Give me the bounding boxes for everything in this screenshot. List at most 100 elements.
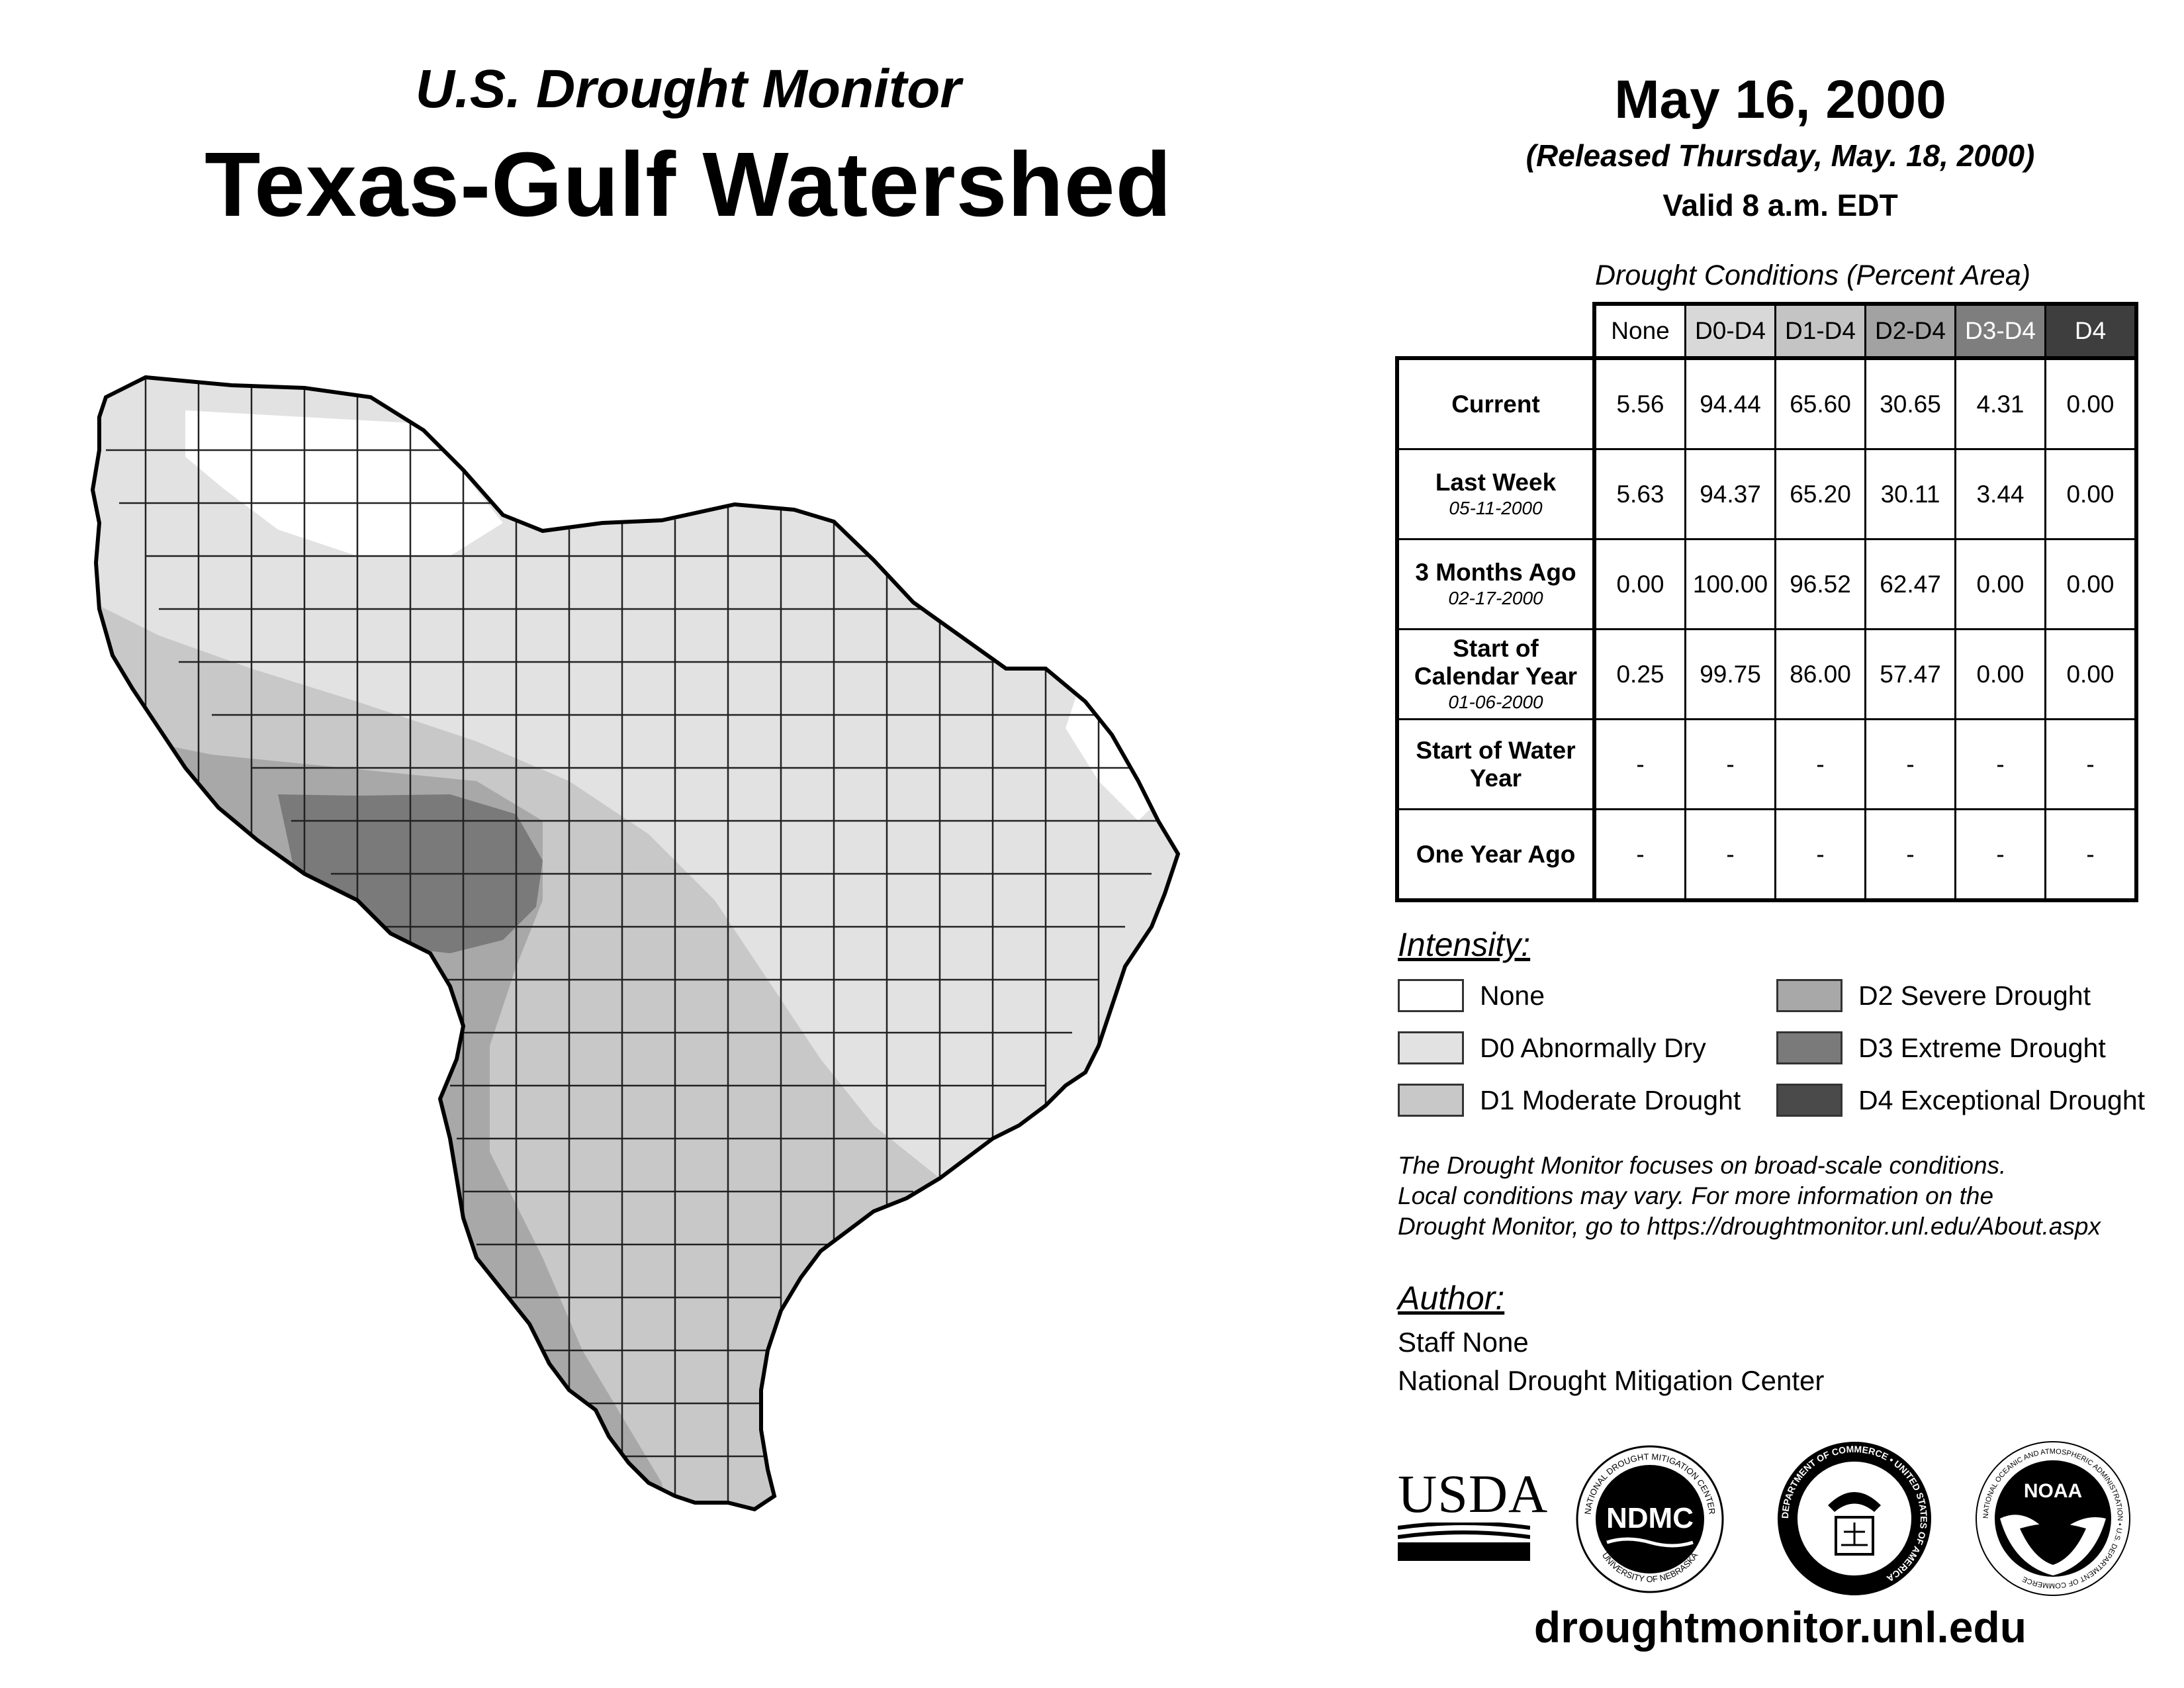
table-cell: 65.60 bbox=[1774, 357, 1866, 450]
table-corner bbox=[1397, 304, 1594, 360]
release-date: (Released Thursday, May. 18, 2000) bbox=[1525, 138, 2035, 173]
legend-label: D3 Extreme Drought bbox=[1858, 1032, 2106, 1063]
table-cell: 99.75 bbox=[1684, 628, 1776, 720]
row-date: 02-17-2000 bbox=[1448, 587, 1543, 608]
row-label: Start of Water Year bbox=[1395, 718, 1596, 810]
table-cell: 30.65 bbox=[1864, 357, 1956, 450]
table-cell: 30.11 bbox=[1864, 448, 1956, 540]
table-cell: 94.37 bbox=[1684, 448, 1776, 540]
usda-field-icon bbox=[1398, 1523, 1530, 1561]
row-label-text: One Year Ago bbox=[1416, 840, 1576, 868]
note-line: The Drought Monitor focuses on broad-sca… bbox=[1398, 1152, 2007, 1179]
legend-label: D1 Moderate Drought bbox=[1480, 1084, 1741, 1115]
table-cell: 5.63 bbox=[1593, 448, 1686, 540]
col-none: None bbox=[1592, 302, 1686, 360]
legend-swatch bbox=[1398, 1084, 1464, 1117]
table-row: Start of Calendar Year 01-06-2000 0.25 99… bbox=[1395, 628, 2138, 720]
row-label: Last Week 05-11-2000 bbox=[1395, 448, 1596, 540]
row-label: Start of Calendar Year 01-06-2000 bbox=[1395, 628, 1596, 720]
row-label-text: Last Week bbox=[1435, 468, 1557, 496]
table-cell: 100.00 bbox=[1684, 538, 1776, 630]
table-cell: - bbox=[1864, 808, 1956, 902]
legend-item-d1: D1 Moderate Drought bbox=[1398, 1082, 1741, 1119]
table-cell: 0.00 bbox=[1593, 538, 1686, 630]
drought-map bbox=[79, 357, 1310, 1569]
map-title: Texas-Gulf Watershed bbox=[205, 134, 1172, 236]
table-row: Last Week 05-11-2000 5.63 94.37 65.20 30.… bbox=[1395, 448, 2138, 540]
table-caption: Drought Conditions (Percent Area) bbox=[1595, 259, 2031, 291]
legend-swatch bbox=[1776, 1084, 1843, 1117]
disclaimer-note: The Drought Monitor focuses on broad-sca… bbox=[1398, 1150, 2179, 1242]
table-cell: 0.00 bbox=[1954, 628, 2046, 720]
table-cell: - bbox=[1593, 718, 1686, 810]
legend-swatch bbox=[1398, 1031, 1464, 1064]
table-cell: 96.52 bbox=[1774, 538, 1866, 630]
table-header-row: None D0-D4 D1-D4 D2-D4 D3-D4 D4 bbox=[1397, 302, 2138, 360]
legend-item-d4: D4 Exceptional Drought bbox=[1776, 1082, 2145, 1119]
author-name: Staff None bbox=[1398, 1327, 1529, 1358]
table-cell: - bbox=[1684, 808, 1776, 902]
row-label-text: Start of Calendar Year bbox=[1414, 634, 1578, 690]
table-cell: - bbox=[1864, 718, 1956, 810]
row-date: 05-11-2000 bbox=[1449, 497, 1543, 518]
usda-logo: USDA bbox=[1398, 1464, 1549, 1524]
table-cell: 62.47 bbox=[1864, 538, 1956, 630]
table-cell: 0.00 bbox=[2044, 448, 2138, 540]
table-cell: - bbox=[2044, 718, 2138, 810]
legend-label: D2 Severe Drought bbox=[1858, 980, 2091, 1011]
note-line: Drought Monitor, go to https://droughtmo… bbox=[1398, 1213, 2101, 1240]
table-cell: - bbox=[1684, 718, 1776, 810]
legend-swatch bbox=[1776, 1031, 1843, 1064]
note-line: Local conditions may vary. For more info… bbox=[1398, 1182, 1994, 1209]
legend-label: None bbox=[1480, 980, 1545, 1011]
table-cell: - bbox=[2044, 808, 2138, 902]
row-label: One Year Ago bbox=[1395, 808, 1596, 902]
table-cell: - bbox=[1774, 808, 1866, 902]
table-cell: 0.00 bbox=[2044, 357, 2138, 450]
table-cell: 57.47 bbox=[1864, 628, 1956, 720]
table-cell: 5.56 bbox=[1593, 357, 1686, 450]
drought-conditions-table: None D0-D4 D1-D4 D2-D4 D3-D4 D4 Current … bbox=[1395, 302, 2138, 902]
col-d2-d4: D2-D4 bbox=[1864, 302, 1956, 360]
table-cell: 65.20 bbox=[1774, 448, 1866, 540]
row-label-text: Start of Water Year bbox=[1416, 736, 1576, 792]
table-row: One Year Ago - - - - - - bbox=[1395, 808, 2138, 902]
table-row: Start of Water Year - - - - - - bbox=[1395, 718, 2138, 810]
ndmc-label: NDMC bbox=[1606, 1502, 1694, 1534]
table-cell: 0.00 bbox=[1954, 538, 2046, 630]
map-date: May 16, 2000 bbox=[1614, 70, 1946, 130]
row-label: 3 Months Ago 02-17-2000 bbox=[1395, 538, 1596, 630]
legend-title: Intensity: bbox=[1398, 926, 1531, 963]
col-d3-d4: D3-D4 bbox=[1954, 302, 2046, 360]
table-cell: 4.31 bbox=[1954, 357, 2046, 450]
valid-time: Valid 8 a.m. EDT bbox=[1662, 188, 1898, 222]
table-cell: - bbox=[1954, 808, 2046, 902]
col-d1-d4: D1-D4 bbox=[1774, 302, 1866, 360]
row-label-text: Current bbox=[1451, 390, 1540, 418]
table-cell: 94.44 bbox=[1684, 357, 1776, 450]
table-cell: - bbox=[1954, 718, 2046, 810]
legend-swatch bbox=[1398, 979, 1464, 1012]
legend-item-d0: D0 Abnormally Dry bbox=[1398, 1029, 1706, 1066]
col-d4: D4 bbox=[2044, 302, 2138, 360]
author-title: Author: bbox=[1398, 1280, 1505, 1317]
table-cell: 0.00 bbox=[2044, 538, 2138, 630]
table-cell: 86.00 bbox=[1774, 628, 1866, 720]
legend-label: D4 Exceptional Drought bbox=[1858, 1084, 2146, 1115]
doc-seal-logo: DEPARTMENT OF COMMERCE • UNITED STATES O… bbox=[1778, 1442, 1931, 1595]
legend-label: D0 Abnormally Dry bbox=[1480, 1032, 1706, 1063]
table-cell: 0.25 bbox=[1593, 628, 1686, 720]
author-org: National Drought Mitigation Center bbox=[1398, 1365, 1825, 1396]
table-cell: - bbox=[1774, 718, 1866, 810]
row-date: 01-06-2000 bbox=[1448, 691, 1543, 712]
map-subtitle: U.S. Drought Monitor bbox=[415, 59, 962, 119]
table-row: Current 5.56 94.44 65.60 30.65 4.31 0.00 bbox=[1395, 357, 2138, 450]
row-label-text: 3 Months Ago bbox=[1415, 558, 1576, 586]
col-d0-d4: D0-D4 bbox=[1684, 302, 1776, 360]
legend-item-d2: D2 Severe Drought bbox=[1776, 977, 2091, 1014]
table-cell: - bbox=[1593, 808, 1686, 902]
noaa-logo: NATIONAL OCEANIC AND ATMOSPHERIC ADMINIS… bbox=[1976, 1441, 2130, 1596]
row-label: Current bbox=[1395, 357, 1596, 450]
website-link[interactable]: droughtmonitor.unl.edu bbox=[1533, 1603, 2027, 1652]
legend-item-none: None bbox=[1398, 977, 1545, 1014]
